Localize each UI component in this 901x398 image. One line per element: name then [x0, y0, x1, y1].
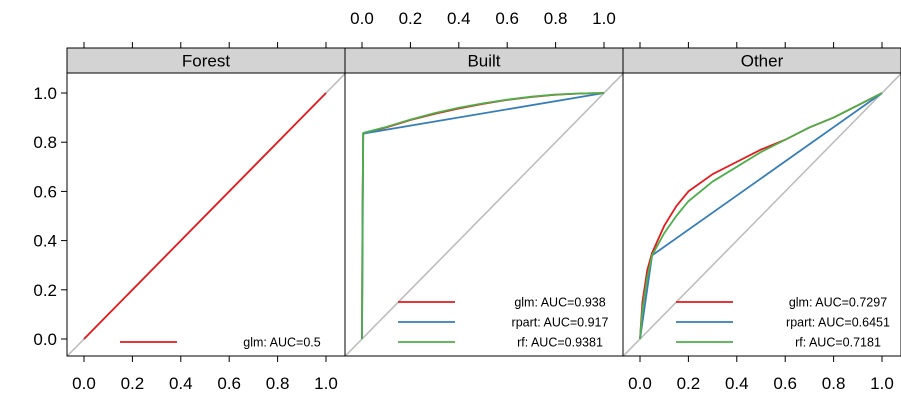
- panel-strip: [66, 47, 346, 74]
- panel-strip-label: Other: [741, 52, 784, 71]
- x-tick-label: 1.0: [314, 374, 338, 393]
- x-tick-label: 0.2: [677, 374, 701, 393]
- panel-border: [622, 72, 901, 357]
- plot-area: [345, 73, 623, 356]
- legend-label: rf: AUC=0.7181: [795, 336, 881, 350]
- reference-diagonal: [623, 73, 901, 356]
- plot-area: [623, 73, 901, 356]
- axes: 0.0 0.2 0.4 0.6 0.8 1.0 0.0 0.2 0.4 0.6 0.8 1.0 0.0 0…: [33, 9, 893, 393]
- x-tick-label: 0.4: [169, 374, 193, 393]
- legend-label: rpart: AUC=0.917: [512, 316, 609, 330]
- x-tick-label: 0.2: [399, 9, 423, 28]
- x-tick-label: 1.0: [592, 9, 616, 28]
- x-tick-label: 0.6: [773, 374, 797, 393]
- y-tick-label: 0.0: [33, 330, 57, 349]
- x-tick-label: 0.8: [822, 374, 846, 393]
- plot-area: [67, 73, 345, 356]
- x-tick-label: 0.6: [217, 374, 241, 393]
- panel-other: Other glm: AUC=0.7297 rpart: AUC=0.6451 rf:…: [622, 47, 901, 357]
- roc-curve-glm: [83, 92, 327, 340]
- x-tick-label: 0.0: [350, 9, 374, 28]
- x-tick-label: 0.4: [725, 374, 749, 393]
- y-tick-label: 1.0: [33, 84, 57, 103]
- panel-strip-label: Forest: [182, 52, 230, 71]
- legend-label: glm: AUC=0.5: [243, 336, 321, 350]
- x-tick-label: 0.0: [72, 374, 96, 393]
- x-tick-label: 1.0: [870, 374, 894, 393]
- legend-label: rf: AUC=0.9381: [517, 336, 603, 350]
- reference-diagonal: [345, 73, 623, 356]
- legend-label: glm: AUC=0.7297: [789, 296, 887, 310]
- x-tick-label: 0.6: [495, 9, 519, 28]
- legend-label: rpart: AUC=0.6451: [786, 316, 890, 330]
- roc-curve-rf: [361, 92, 605, 340]
- y-tick-label: 0.2: [33, 281, 57, 300]
- y-tick-label: 0.8: [33, 133, 57, 152]
- legend-label: glm: AUC=0.938: [514, 296, 605, 310]
- x-tick-label: 0.4: [447, 9, 471, 28]
- roc-curve-rf: [639, 92, 883, 340]
- x-tick-label: 0.2: [121, 374, 145, 393]
- y-tick-label: 0.4: [33, 232, 57, 251]
- x-tick-label: 0.0: [628, 374, 652, 393]
- panel-forest: Forest glm: AUC=0.5: [66, 47, 346, 357]
- x-tick-label: 0.8: [544, 9, 568, 28]
- panel-built: Built glm: AUC=0.938 rpart: AUC=0.917 rf: A…: [344, 47, 624, 357]
- panel-strip-label: Built: [467, 52, 500, 71]
- x-tick-label: 0.8: [266, 374, 290, 393]
- y-tick-label: 0.6: [33, 182, 57, 201]
